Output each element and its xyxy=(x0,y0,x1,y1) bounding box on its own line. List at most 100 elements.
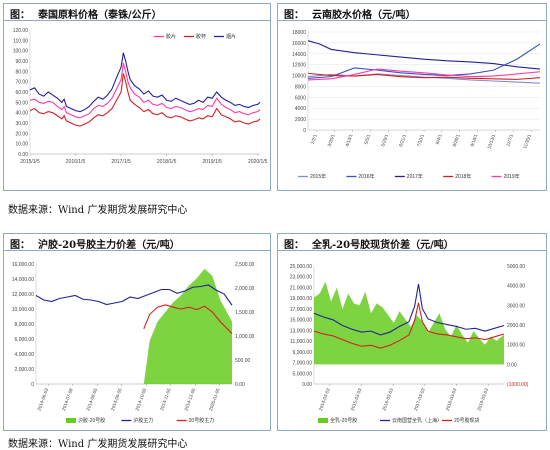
y-tick-label: 10.00 xyxy=(15,142,28,148)
y-tick-label: 4,000.00 xyxy=(15,352,35,358)
x-tick-label: 2016/1/5 xyxy=(66,159,86,165)
legend-swatch xyxy=(318,418,328,423)
legend-label: 2019年 xyxy=(504,173,520,180)
y-tick-label: 120.00 xyxy=(13,28,29,34)
chart-title: 图： 全乳-20号胶现货价差（元/吨） xyxy=(284,240,454,251)
chart-yunnan-latex-price: 0 2000 4000 6000 8000 10000 12000 14000 16000 180… xyxy=(292,30,541,180)
y2-tick-label: 5000.00 xyxy=(507,264,525,270)
legend-label: 20号胶现货 xyxy=(454,417,480,424)
y-tick-label: 14,000.00 xyxy=(12,277,34,283)
y-tick-label: 50.00 xyxy=(15,100,28,106)
y-tick-label: 6,000.00 xyxy=(15,337,35,343)
series-line xyxy=(313,302,505,349)
series-area xyxy=(36,268,232,384)
y-tick-label: 8000 xyxy=(295,84,306,90)
y-tick-label: 13,000.00 xyxy=(290,328,312,334)
panel-wholemilk-vs-tsr20-spot-spread: 图： 全乳-20号胶现货价差（元/吨） 0.00 5,000.00 7,000.00 9… xyxy=(277,233,547,431)
x-tick-label: 8/26/1 xyxy=(452,133,461,147)
y-tick-label: 11,000.00 xyxy=(290,339,312,345)
series-area xyxy=(314,281,504,365)
y-tick-label: 18000 xyxy=(292,30,306,36)
y-tick-label: 7,000.00 xyxy=(293,361,313,367)
legend-label: 胶杯 xyxy=(196,33,206,40)
chart-wholemilk-vs-tsr20-spot-spread: 0.00 5,000.00 7,000.00 9,000.00 11,000.00 13,… xyxy=(290,264,529,424)
y-tick-label: 0.00 xyxy=(302,382,312,388)
y-tick-label: 10000 xyxy=(292,74,306,80)
y-tick-label: 2,000.00 xyxy=(15,367,35,373)
x-tick-label: 2014-06-03 xyxy=(36,387,49,411)
y-tick-label: 90.00 xyxy=(15,59,28,65)
y-tick-label: 6000 xyxy=(295,95,306,101)
x-tick-label: 11/30/1 xyxy=(522,133,532,149)
panel-shfe-vs-tsr20-spread: 图： 沪胶-20号胶主力价差（元/吨） 0 2,000.00 4,000.00 6,00… xyxy=(3,233,271,431)
x-tick-label: 6/21/1 xyxy=(398,133,407,147)
chart-title: 图： 泰国原料价格（泰铢/公斤） xyxy=(10,10,162,21)
x-tick-label: 2018-03-03 xyxy=(445,387,458,411)
legend-label: 云南国营全乳（上海） xyxy=(392,417,442,424)
x-tick-label: 2014-08-05 xyxy=(85,387,98,411)
x-tick-label: 2014-11-05 xyxy=(159,387,172,411)
x-tick-label: 7/10/1 xyxy=(416,133,425,147)
legend-label: 2018年 xyxy=(455,173,471,180)
x-tick-label: 2019-03-03 xyxy=(476,387,489,411)
x-tick-label: 2020-01-05 xyxy=(208,387,221,411)
x-tick-label: 2017-03-03 xyxy=(413,387,426,411)
x-tick-label: 8/4/1 xyxy=(435,133,443,145)
y-tick-label: 14000 xyxy=(292,52,306,58)
y-tick-label: 30.00 xyxy=(15,121,28,127)
y-tick-label: 110.00 xyxy=(13,38,28,44)
x-tick-label: 2018/1/5 xyxy=(157,159,177,165)
x-tick-label: 9/18/1 xyxy=(469,133,478,147)
chart-thai-raw-price: 0.00 10.00 20.00 30.00 40.00 50.00 60.00 70.00 8… xyxy=(13,28,268,165)
legend-label: 全乳-20号胶 xyxy=(330,417,357,424)
x-tick-label: 3/20/1 xyxy=(327,133,336,147)
legend-label: 2016年 xyxy=(358,173,374,180)
series-line xyxy=(35,284,233,306)
x-tick-label: 2014-03-03 xyxy=(318,387,331,411)
y-tick-label: 0 xyxy=(303,128,306,134)
x-tick-label: 2020/1/5 xyxy=(248,159,268,165)
legend-label: 烟片 xyxy=(226,33,236,40)
y-tick-label: 17,000.00 xyxy=(290,307,312,313)
x-tick-label: 2014-07-08 xyxy=(61,387,74,411)
x-tick-label: 2015-03-03 xyxy=(350,387,363,411)
y-tick-label: 23,000.00 xyxy=(290,275,312,281)
y2-tick-label: 1,500.00 xyxy=(235,310,255,316)
y2-tick-label: 3000.00 xyxy=(507,303,525,309)
y2-tick-label: 1,000.00 xyxy=(235,334,255,340)
y-tick-label: 25,000.00 xyxy=(290,264,312,270)
y-tick-label: 100.00 xyxy=(13,49,29,55)
y-tick-label: 19,000.00 xyxy=(290,296,312,302)
x-tick-label: 1/2/1 xyxy=(310,133,318,145)
y-tick-label: 8,000.00 xyxy=(15,322,35,328)
series-line xyxy=(29,52,261,113)
y-tick-label: 2000 xyxy=(295,117,306,123)
chart-title: 图： 云南胶水价格（元/吨） xyxy=(284,10,416,21)
y-tick-label: 60.00 xyxy=(15,90,28,96)
y-tick-label: 80.00 xyxy=(15,69,28,75)
legend-label: 2017年 xyxy=(407,173,423,180)
x-tick-label: 2014-09-05 xyxy=(110,387,123,411)
panel-thai-raw-price: 图： 泰国原料价格（泰铢/公斤） 0.00 10.00 20.00 30.00 40.00… xyxy=(3,3,271,191)
y-tick-label: 21,000.00 xyxy=(290,285,312,291)
y2-tick-label: 2,500.00 xyxy=(235,262,255,268)
x-tick-label: 5/29/1 xyxy=(380,133,389,147)
y-tick-label: 9,000.00 xyxy=(293,350,313,356)
y-tick-label: 0 xyxy=(31,382,34,388)
y-tick-label: 40.00 xyxy=(15,111,28,117)
y2-tick-label: 1000.00 xyxy=(507,343,525,349)
y-tick-label: 10,000.00 xyxy=(12,307,34,313)
x-tick-label: 2014-12-05 xyxy=(183,387,196,411)
legend-label: 20号胶主力 xyxy=(189,417,215,424)
y2-tick-label: 500.00 xyxy=(235,358,251,364)
x-tick-label: 2016-03-03 xyxy=(381,387,394,411)
chart-shfe-vs-tsr20-spread: 0 2,000.00 4,000.00 6,000.00 8,000.00 10,000.… xyxy=(12,262,255,424)
x-tick-label: 4/13/1 xyxy=(344,133,353,147)
y2-tick-label: 0.00 xyxy=(507,362,517,368)
y2-tick-label: 0.00 xyxy=(235,382,245,388)
series-line xyxy=(307,68,541,81)
x-tick-label: 2019/1/5 xyxy=(202,159,222,165)
y-tick-label: 12000 xyxy=(292,63,306,69)
y-tick-label: 70.00 xyxy=(15,80,28,86)
x-tick-label: 5/5/1 xyxy=(363,133,371,145)
